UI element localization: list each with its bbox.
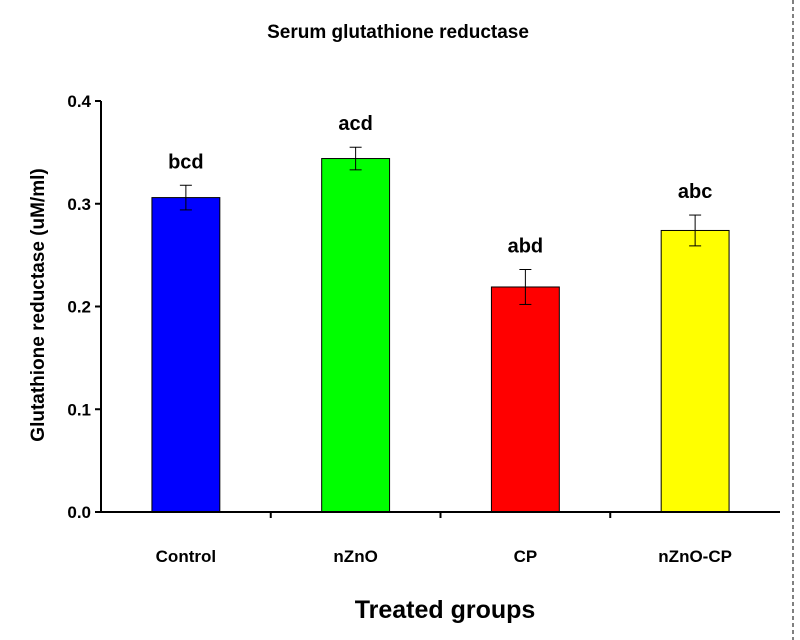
significance-label: acd [338,113,372,135]
y-tick-label: 0.2 [67,298,91,317]
y-tick-label: 0.0 [67,503,91,522]
y-axis-title: Glutathione reductase (uM/ml) [28,168,49,441]
significance-label: abc [678,181,712,203]
significance-labels: bcd acd abd abc [168,113,712,257]
error-bar [689,214,702,247]
error-bar [349,146,362,171]
error-bar [519,269,532,305]
bars [151,158,730,513]
bar [660,229,730,513]
y-tick-label: 0.4 [67,92,91,111]
error-bar [179,184,192,211]
y-axis-ticks: 0.0 0.1 0.2 0.3 0.4 [67,92,612,522]
bar [321,158,391,513]
significance-label: bcd [168,151,204,173]
x-axis-categories: Control nZnO CP nZnO-CP [156,547,732,566]
bar [490,286,560,513]
bar [151,197,221,513]
x-axis-title: Treated groups [355,596,536,624]
category-label: CP [514,547,538,566]
significance-label: abd [508,236,544,258]
error-bars [179,146,702,305]
category-label: Control [156,547,216,566]
category-label: nZnO [333,547,377,566]
chart-title: Serum glutathione reductase [267,22,529,43]
category-label: nZnO-CP [658,547,732,566]
y-tick-label: 0.3 [67,195,91,214]
y-tick-label: 0.1 [67,400,91,419]
